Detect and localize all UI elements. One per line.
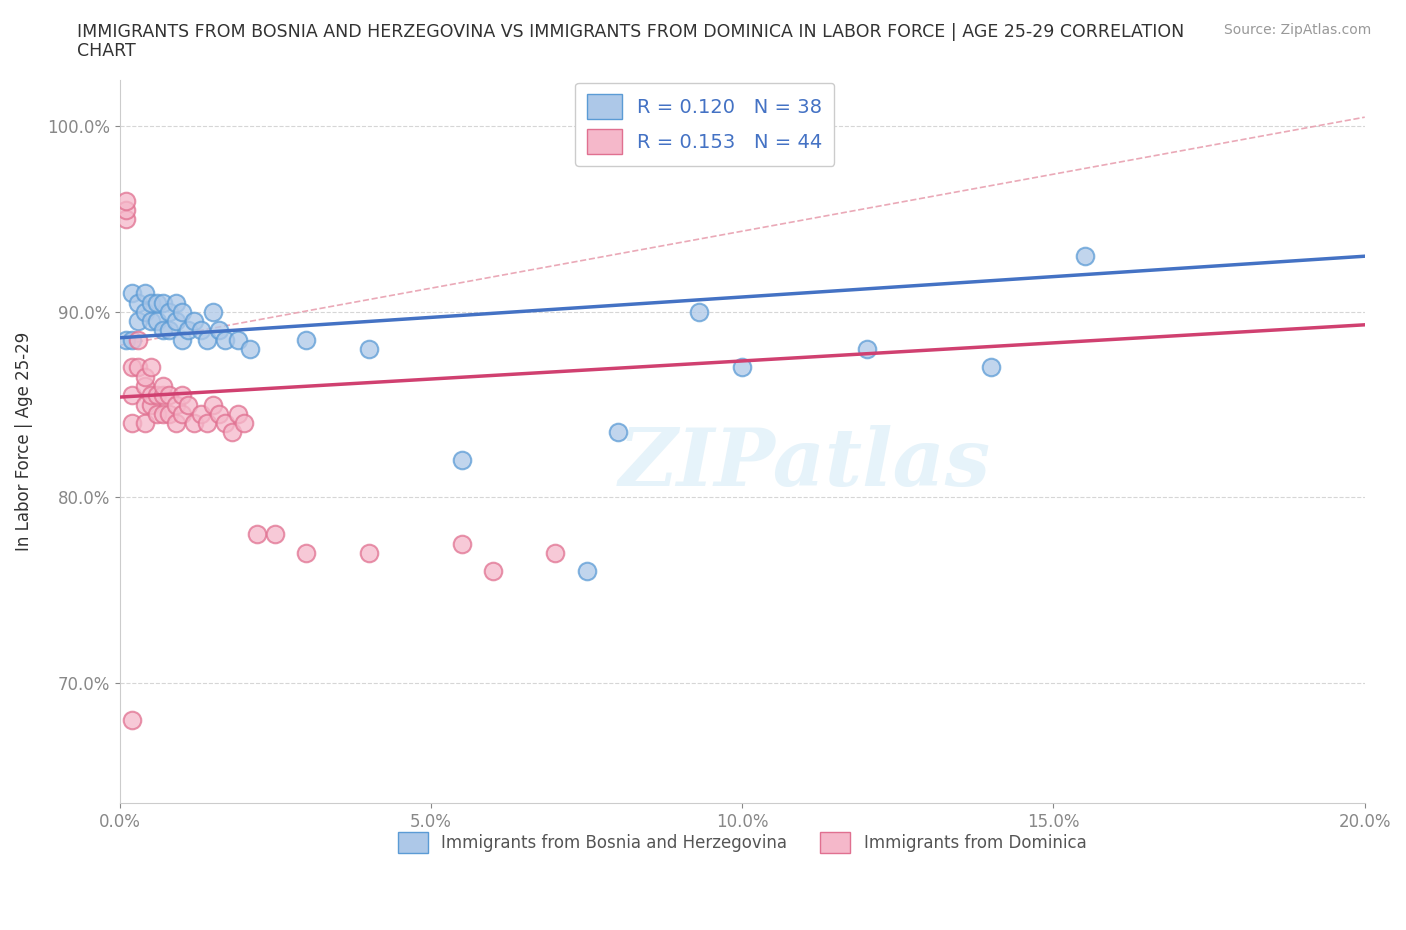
Point xyxy=(190,406,212,421)
Point xyxy=(152,406,174,421)
Point xyxy=(451,536,474,551)
Point xyxy=(152,379,174,393)
Point xyxy=(152,388,174,403)
Point xyxy=(114,193,136,208)
Point xyxy=(233,416,256,431)
Text: Source: ZipAtlas.com: Source: ZipAtlas.com xyxy=(1223,23,1371,37)
Point xyxy=(606,425,628,440)
Point xyxy=(114,203,136,218)
Point xyxy=(688,304,710,319)
Point xyxy=(451,453,474,468)
Text: CHART: CHART xyxy=(77,42,136,60)
Point xyxy=(239,341,262,356)
Point xyxy=(245,526,267,541)
Point xyxy=(152,323,174,338)
Point xyxy=(134,416,156,431)
Point xyxy=(190,323,212,338)
Point xyxy=(201,397,224,412)
Point xyxy=(575,564,598,578)
Point xyxy=(127,360,149,375)
Point xyxy=(295,545,318,560)
Point xyxy=(195,416,218,431)
Point xyxy=(127,295,149,310)
Point xyxy=(264,526,287,541)
Point xyxy=(165,313,187,328)
Point xyxy=(121,286,143,300)
Point xyxy=(139,397,162,412)
Point xyxy=(165,397,187,412)
Point xyxy=(295,332,318,347)
Point xyxy=(980,360,1002,375)
Point xyxy=(121,388,143,403)
Point xyxy=(139,388,162,403)
Point xyxy=(544,545,567,560)
Point xyxy=(114,332,136,347)
Point xyxy=(134,304,156,319)
Point xyxy=(221,425,243,440)
Point xyxy=(357,341,380,356)
Point xyxy=(157,388,180,403)
Point xyxy=(165,295,187,310)
Point xyxy=(1073,248,1095,263)
Point xyxy=(226,332,249,347)
Point xyxy=(165,416,187,431)
Point xyxy=(170,388,193,403)
Point xyxy=(139,313,162,328)
Point xyxy=(146,406,169,421)
Point xyxy=(208,323,231,338)
Point xyxy=(201,304,224,319)
Legend: Immigrants from Bosnia and Herzegovina, Immigrants from Dominica: Immigrants from Bosnia and Herzegovina, … xyxy=(391,825,1094,860)
Point xyxy=(214,332,236,347)
Point xyxy=(146,313,169,328)
Point xyxy=(134,379,156,393)
Point xyxy=(170,304,193,319)
Point xyxy=(114,212,136,227)
Point xyxy=(177,397,200,412)
Point xyxy=(177,323,200,338)
Point xyxy=(146,388,169,403)
Point xyxy=(226,406,249,421)
Point xyxy=(121,712,143,727)
Point xyxy=(357,545,380,560)
Text: IMMIGRANTS FROM BOSNIA AND HERZEGOVINA VS IMMIGRANTS FROM DOMINICA IN LABOR FORC: IMMIGRANTS FROM BOSNIA AND HERZEGOVINA V… xyxy=(77,23,1185,41)
Point xyxy=(208,406,231,421)
Point xyxy=(134,286,156,300)
Point xyxy=(146,295,169,310)
Point xyxy=(139,295,162,310)
Point xyxy=(121,416,143,431)
Point xyxy=(127,313,149,328)
Point xyxy=(157,304,180,319)
Point xyxy=(139,360,162,375)
Point xyxy=(170,406,193,421)
Point xyxy=(152,295,174,310)
Point xyxy=(170,332,193,347)
Point xyxy=(183,313,205,328)
Point xyxy=(157,406,180,421)
Point xyxy=(157,323,180,338)
Point xyxy=(134,369,156,384)
Point xyxy=(482,564,505,578)
Point xyxy=(855,341,877,356)
Point xyxy=(731,360,754,375)
Point xyxy=(121,332,143,347)
Y-axis label: In Labor Force | Age 25-29: In Labor Force | Age 25-29 xyxy=(15,332,32,551)
Point xyxy=(121,360,143,375)
Point xyxy=(134,397,156,412)
Point xyxy=(183,416,205,431)
Point xyxy=(127,332,149,347)
Point xyxy=(214,416,236,431)
Text: ZIPatlas: ZIPatlas xyxy=(619,424,990,502)
Point xyxy=(195,332,218,347)
